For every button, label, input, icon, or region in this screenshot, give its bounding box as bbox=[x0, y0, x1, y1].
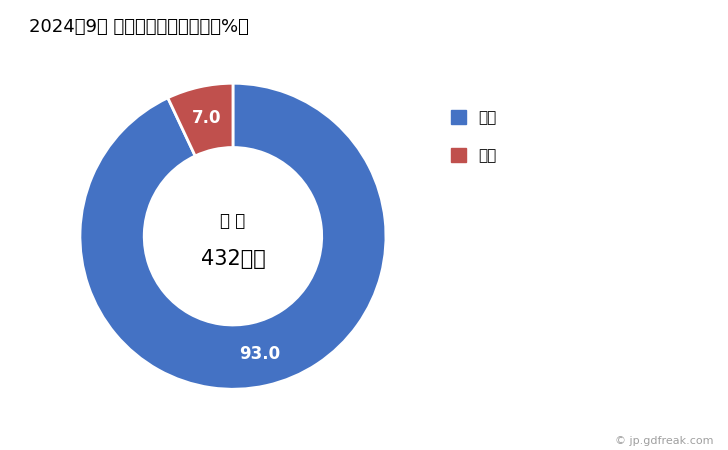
Text: © jp.gdfreak.com: © jp.gdfreak.com bbox=[615, 436, 713, 446]
Text: 7.0: 7.0 bbox=[192, 109, 221, 127]
Legend: 米国, 台湾: 米国, 台湾 bbox=[451, 110, 496, 163]
Text: 93.0: 93.0 bbox=[239, 345, 280, 363]
Text: 2024年9月 輸出相手国のシェア（%）: 2024年9月 輸出相手国のシェア（%） bbox=[29, 18, 249, 36]
Wedge shape bbox=[168, 83, 233, 156]
Wedge shape bbox=[80, 83, 386, 389]
Text: 432万円: 432万円 bbox=[201, 249, 265, 269]
Text: 総 額: 総 額 bbox=[221, 212, 245, 230]
